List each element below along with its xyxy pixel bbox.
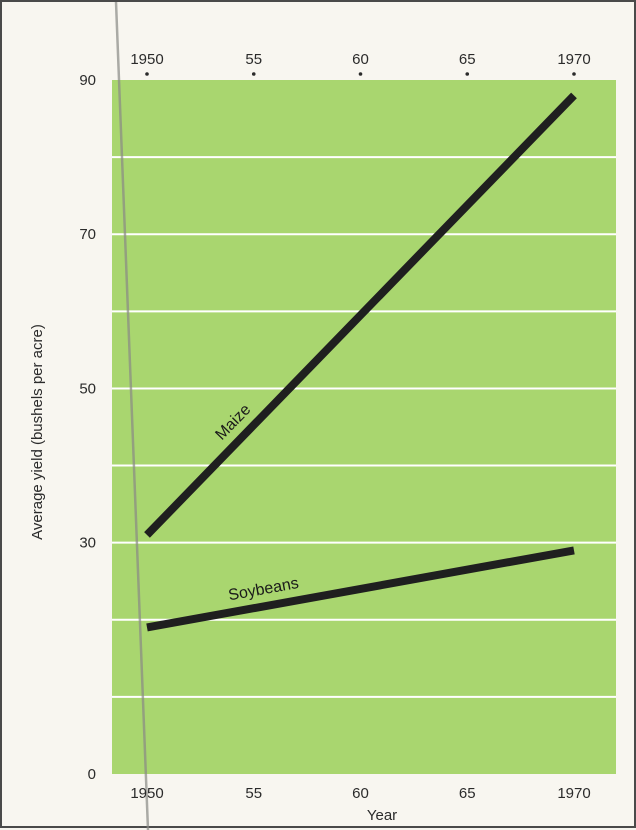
top-x-axis: 1950 55 60 65 1970 [130,51,591,76]
y-tick-label: 30 [79,535,96,552]
bottom-x-tick-label: 60 [352,785,369,802]
y-tick-label: 90 [79,72,96,89]
bottom-x-tick-label: 1970 [557,785,590,802]
bottom-x-axis: 1950 55 60 65 1970 [130,785,590,802]
bottom-x-tick-label: 65 [459,785,476,802]
top-x-tick-label: 1950 [130,51,163,68]
bottom-x-tick-label: 55 [245,785,262,802]
top-x-tick-mark [358,72,363,76]
top-x-tick-mark [145,72,149,76]
y-tick-label: 0 [88,766,96,783]
y-axis: 0 30 50 70 90 [79,72,96,783]
plot-background [112,80,616,774]
y-tick-label: 70 [79,226,96,243]
series-line [144,92,577,538]
top-x-tick-label: 60 [352,51,369,68]
series-line [146,546,575,632]
top-x-tick-mark [572,72,576,76]
top-x-tick-label: 65 [459,51,476,68]
y-tick-label: 50 [79,380,96,397]
top-x-tick-mark [251,72,256,76]
bottom-x-tick-label: 1950 [130,785,163,802]
x-axis-title: Year [367,807,397,824]
top-x-tick-label: 55 [245,51,262,68]
left-border-line [114,2,150,830]
top-x-tick-label: 1970 [557,51,590,68]
top-x-tick-mark [465,72,470,76]
y-axis-title: Average yield (bushels per acre) [29,324,46,540]
